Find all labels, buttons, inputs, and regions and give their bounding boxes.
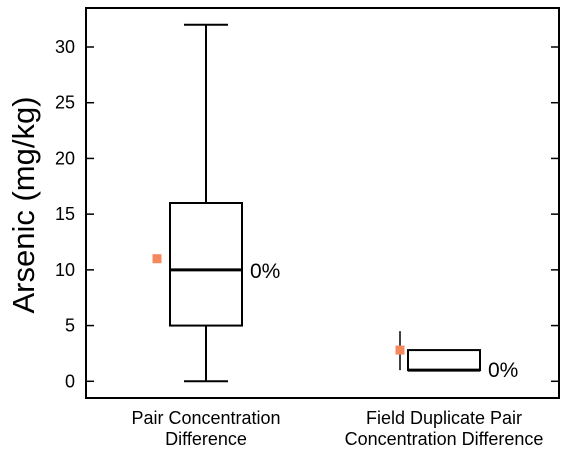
mean-marker <box>395 345 405 355</box>
box-group: 0% <box>395 331 518 382</box>
category-label: Field Duplicate Pair <box>366 408 522 428</box>
category-label: Pair Concentration <box>131 408 280 428</box>
box-iqr <box>169 202 243 327</box>
y-axis-ticks: 0 5 10 15 20 25 30 <box>55 37 559 391</box>
box-group: 0% <box>152 23 280 383</box>
y-axis-label: Arsenic (mg/kg) <box>6 96 41 313</box>
box-series: 0% 0% <box>152 23 518 383</box>
y-tick-label: 20 <box>55 148 75 168</box>
y-tick-label: 10 <box>55 260 75 280</box>
y-tick-label: 30 <box>55 37 75 57</box>
box-annotation: 0% <box>488 359 518 382</box>
box-iqr <box>407 349 481 372</box>
box-annotation: 0% <box>250 260 280 283</box>
plot-frame <box>85 7 560 399</box>
category-label: Difference <box>165 429 247 449</box>
y-tick-label: 25 <box>55 93 75 113</box>
y-tick-label: 0 <box>65 371 75 391</box>
mean-marker <box>152 254 162 264</box>
category-label: Concentration Difference <box>345 429 544 449</box>
y-tick-label: 15 <box>55 204 75 224</box>
y-tick-label: 5 <box>65 316 75 336</box>
